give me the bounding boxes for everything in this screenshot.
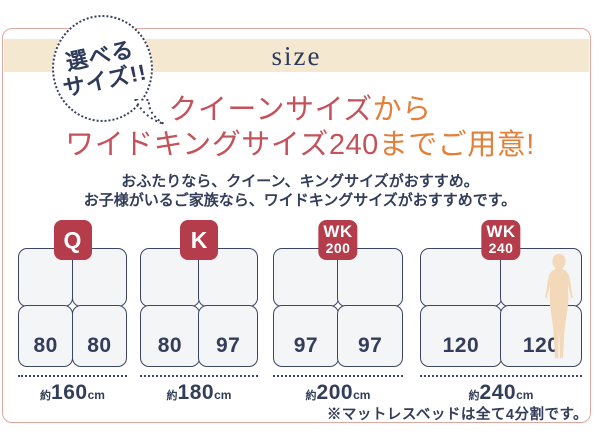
approx-label: 約	[468, 390, 480, 402]
width-unit: cm	[353, 388, 371, 402]
mattress-cell-width: 80	[18, 305, 74, 367]
width-label: 約160cm	[18, 381, 127, 405]
size-badge-wideking240: WK 240	[481, 220, 521, 260]
heading-line1-accent: クイーンサイズ	[168, 94, 373, 126]
size-badge-label: WK	[486, 222, 516, 242]
width-label: 約200cm	[273, 381, 403, 405]
size-badge-label: Q	[63, 226, 82, 253]
width-unit: cm	[214, 388, 232, 402]
width-measure-line	[18, 375, 127, 377]
size-badge-sublabel: 200	[325, 240, 351, 257]
width-value: 160	[51, 381, 88, 404]
recommendation-line1: おふたりなら、クイーン、キングサイズがおすすめ。	[121, 173, 479, 190]
callout-text: 選べる サイズ!!	[56, 36, 149, 102]
callout-bubble-tail	[131, 97, 167, 134]
mattress-cell-width: 80	[71, 305, 127, 367]
width-value: 180	[177, 381, 215, 404]
bed-diagram-queen: Q 80 80 約160cm	[18, 220, 127, 404]
width-label: 約180cm	[140, 381, 258, 405]
approx-label: 約	[166, 390, 178, 402]
width-value: 240	[479, 381, 517, 404]
bed-diagram-wideking240: WK 240 120 120 約240cm	[420, 220, 582, 404]
bed-diagram-wideking200: WK 200 97 97 約200cm	[273, 220, 403, 404]
mattress-cell-width: 97	[337, 305, 403, 367]
size-badge-queen: Q	[53, 220, 92, 260]
approx-label: 約	[40, 390, 52, 402]
width-measure-line	[273, 375, 403, 377]
size-badge-wideking200: WK 200	[318, 220, 358, 260]
size-badge-sublabel: 240	[488, 240, 514, 257]
mattress-cell-width: 97	[198, 305, 258, 367]
width-unit: cm	[87, 388, 105, 402]
person-silhouette-icon	[540, 253, 578, 366]
mattress-grid: 80 80	[18, 248, 127, 367]
recommendation-text: おふたりなら、クイーン、キングサイズがおすすめ。 お子様がいるご家族なら、ワイド…	[0, 172, 600, 210]
mattress-cell-width: 120	[420, 305, 502, 367]
mattress-grid: 97 97	[273, 248, 403, 367]
mattress-cell-width: 97	[273, 305, 339, 367]
approx-label: 約	[305, 390, 317, 402]
mattress-cell-width: 80	[140, 305, 200, 367]
recommendation-line2: お子様がいるご家族なら、ワイドキングサイズがおすすめです。	[83, 192, 517, 209]
size-badge-label: WK	[323, 222, 353, 242]
width-measure-line	[420, 375, 582, 377]
heading-line1-rest: から	[372, 94, 432, 126]
section-title: size	[271, 41, 322, 71]
heading-line2-rest: までご用意!	[378, 129, 535, 161]
mattress-cell-width: 120	[500, 305, 582, 367]
width-unit: cm	[516, 388, 534, 402]
footnote: ※マットレスベッドは全て4分割です。	[326, 407, 588, 423]
size-badge-label: K	[190, 226, 208, 253]
heading-line2-accent: ワイドキングサイズ240	[65, 129, 379, 161]
bed-diagram-king: K 80 97 約180cm	[140, 220, 258, 404]
mattress-grid: 80 97	[140, 248, 258, 367]
main-heading: クイーンサイズから ワイドキングサイズ240までご用意!	[0, 93, 600, 163]
heading-line2: ワイドキングサイズ240までご用意!	[0, 128, 600, 163]
heading-line1: クイーンサイズから	[0, 93, 600, 128]
size-badge-king: K	[180, 220, 218, 260]
callout-bubble: 選べる サイズ!!	[52, 15, 153, 122]
width-value: 200	[316, 381, 354, 404]
width-measure-line	[140, 375, 258, 377]
width-label: 約240cm	[420, 381, 582, 405]
